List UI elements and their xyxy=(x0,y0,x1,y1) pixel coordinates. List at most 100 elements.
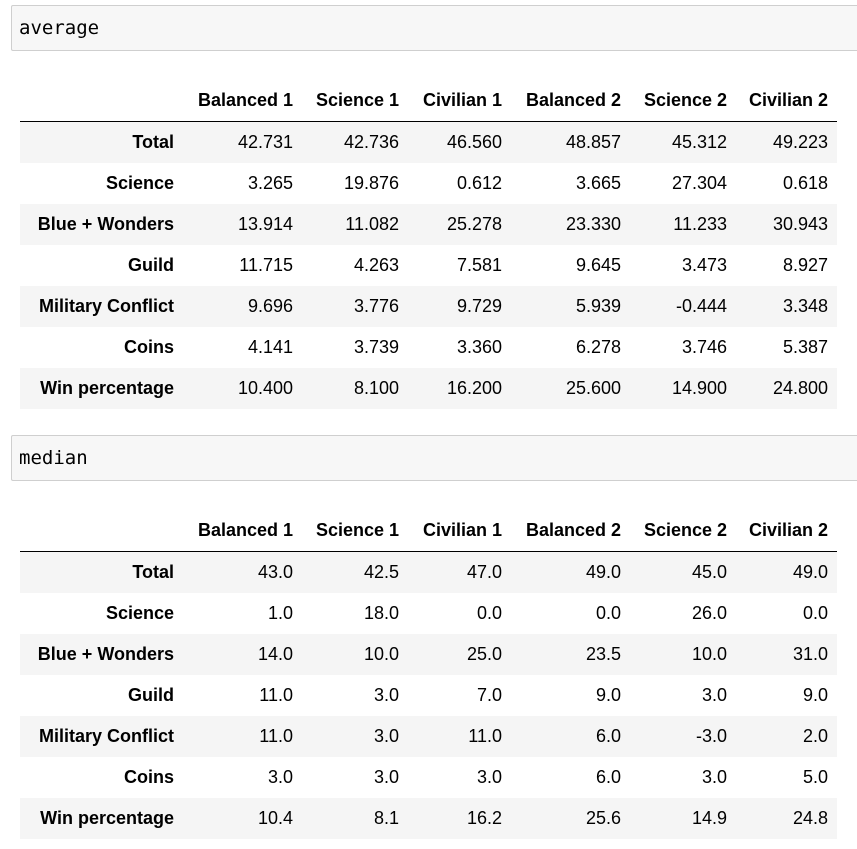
table-row: Coins 4.141 3.739 3.360 6.278 3.746 5.38… xyxy=(20,327,837,368)
table-cell: 1.0 xyxy=(267,602,293,623)
table-header: Balanced 1 Science 1 Civilian 1 Balanced… xyxy=(20,510,837,552)
table-cell: 14.9 xyxy=(691,807,727,828)
table-row: Science 1.0 18.0 0.0 0.0 26.0 0.0 xyxy=(20,593,837,634)
table-cell: 25.600 xyxy=(565,377,621,398)
table-cell: 9.645 xyxy=(575,254,621,275)
table-cell: 11.082 xyxy=(345,213,399,234)
table-row: Science 3.265 19.876 0.612 3.665 27.304 … xyxy=(20,163,837,204)
row-label: Total xyxy=(132,561,174,582)
table-cell: 26.0 xyxy=(691,602,727,623)
column-header-civilian-2: Civilian 2 xyxy=(736,80,837,122)
table-row: Military Conflict 11.0 3.0 11.0 6.0 -3.0… xyxy=(20,715,837,757)
table-cell: 2.0 xyxy=(802,725,828,746)
table-cell: 5.387 xyxy=(782,336,828,357)
code-cell-average[interactable]: average xyxy=(11,5,857,51)
row-label: Blue + Wonders xyxy=(37,213,174,234)
table-cell: 9.696 xyxy=(247,295,293,316)
table-cell: 3.348 xyxy=(782,295,828,316)
row-label: Blue + Wonders xyxy=(37,643,174,664)
table-cell: 3.739 xyxy=(353,336,399,357)
dataframe-average: Balanced 1 Science 1 Civilian 1 Balanced… xyxy=(20,80,837,409)
table-cell: 5.939 xyxy=(575,295,621,316)
table-cell: 23.5 xyxy=(585,643,621,664)
table-cell: 6.0 xyxy=(595,766,621,787)
table-cell: 25.6 xyxy=(585,807,621,828)
table-row: Win percentage 10.4 8.1 16.2 25.6 14.9 2… xyxy=(20,797,837,839)
table-cell: 3.265 xyxy=(247,172,293,193)
index-header xyxy=(20,510,183,552)
column-header-science-2: Science 2 xyxy=(630,80,736,122)
header-row: Balanced 1 Science 1 Civilian 1 Balanced… xyxy=(20,80,837,122)
row-label: Guild xyxy=(128,254,174,275)
table-cell: 0.0 xyxy=(476,602,502,623)
table-cell: 42.731 xyxy=(237,131,293,152)
column-header-science-1: Science 1 xyxy=(302,510,408,552)
table-cell: 45.312 xyxy=(671,131,727,152)
table-cell: 0.0 xyxy=(595,602,621,623)
table-header: Balanced 1 Science 1 Civilian 1 Balanced… xyxy=(20,80,837,122)
table-cell: 46.560 xyxy=(446,131,502,152)
table-cell: -3.0 xyxy=(695,725,727,746)
table-row: Blue + Wonders 13.914 11.082 25.278 23.3… xyxy=(20,203,837,245)
column-header-balanced-1: Balanced 1 xyxy=(183,80,302,122)
row-label: Total xyxy=(132,131,174,152)
table-cell: 47.0 xyxy=(466,561,502,582)
table-cell: 30.943 xyxy=(772,213,828,234)
table-cell: 11.0 xyxy=(259,684,293,705)
table-cell: 3.360 xyxy=(456,336,502,357)
table-cell: 3.0 xyxy=(267,766,293,787)
table-cell: 19.876 xyxy=(343,172,399,193)
table-cell: 3.473 xyxy=(681,254,727,275)
table-cell: 3.0 xyxy=(373,684,399,705)
table-body: Total 42.731 42.736 46.560 48.857 45.312… xyxy=(20,121,837,409)
table-cell: 49.0 xyxy=(792,561,828,582)
table-row: Military Conflict 9.696 3.776 9.729 5.93… xyxy=(20,285,837,327)
row-label: Win percentage xyxy=(40,807,174,828)
table-row: Total 43.0 42.5 47.0 49.0 45.0 49.0 xyxy=(20,551,837,593)
table-cell: 10.0 xyxy=(363,643,399,664)
row-label: Military Conflict xyxy=(38,295,174,316)
table-cell: 27.304 xyxy=(671,172,727,193)
table-cell: 3.0 xyxy=(373,725,399,746)
table-cell: 9.729 xyxy=(456,295,502,316)
table-cell: 24.8 xyxy=(792,807,828,828)
table-cell: 16.2 xyxy=(466,807,502,828)
index-header xyxy=(20,80,183,122)
table-cell: 45.0 xyxy=(691,561,727,582)
table-cell: 6.0 xyxy=(595,725,621,746)
row-label: Guild xyxy=(128,684,174,705)
table-cell: 4.141 xyxy=(247,336,293,357)
table-cell: 7.0 xyxy=(476,684,502,705)
table-cell: 11.0 xyxy=(259,725,293,746)
table-cell: 3.0 xyxy=(373,766,399,787)
table-cell: 3.0 xyxy=(701,684,727,705)
column-header-balanced-2: Balanced 2 xyxy=(511,80,630,122)
table-cell: 3.665 xyxy=(575,172,621,193)
table-cell: 11.715 xyxy=(239,254,293,275)
column-header-civilian-2: Civilian 2 xyxy=(736,510,837,552)
table-cell: -0.444 xyxy=(675,295,727,316)
table-row: Guild 11.0 3.0 7.0 9.0 3.0 9.0 xyxy=(20,675,837,716)
column-header-science-1: Science 1 xyxy=(302,80,408,122)
table-cell: 25.0 xyxy=(466,643,502,664)
table-row: Blue + Wonders 14.0 10.0 25.0 23.5 10.0 … xyxy=(20,633,837,675)
column-header-balanced-1: Balanced 1 xyxy=(183,510,302,552)
code-text[interactable]: median xyxy=(19,447,88,469)
table-cell: 3.0 xyxy=(476,766,502,787)
table-cell: 0.612 xyxy=(456,172,502,193)
table-cell: 49.223 xyxy=(772,131,828,152)
table-cell: 43.0 xyxy=(257,561,293,582)
code-cell-median[interactable]: median xyxy=(11,435,857,481)
table-cell: 9.0 xyxy=(802,684,828,705)
table-cell: 24.800 xyxy=(772,377,828,398)
table-cell: 11.233 xyxy=(673,213,727,234)
table-cell: 14.900 xyxy=(671,377,727,398)
table-cell: 8.927 xyxy=(782,254,828,275)
table-cell: 16.200 xyxy=(446,377,502,398)
code-text[interactable]: average xyxy=(19,17,100,39)
table-cell: 7.581 xyxy=(456,254,502,275)
table-cell: 6.278 xyxy=(575,336,621,357)
row-label: Coins xyxy=(123,336,174,357)
table-row: Win percentage 10.400 8.100 16.200 25.60… xyxy=(20,367,837,409)
table-cell: 8.100 xyxy=(353,377,399,398)
